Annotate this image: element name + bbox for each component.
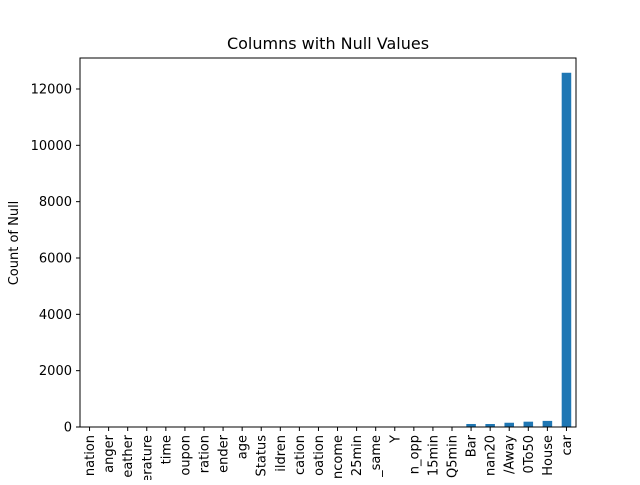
x-tick-label-17: n_opp	[407, 435, 422, 474]
y-tick-label-0: 0	[64, 421, 72, 436]
x-tick-label-12: oation	[312, 435, 327, 476]
y-tick-label-5: 10000	[31, 139, 72, 154]
bar-20	[466, 423, 476, 427]
x-tick-label-5: oupon	[178, 435, 193, 476]
x-tick-label-19: Q5min	[446, 435, 461, 478]
x-tick-label-1: anger	[102, 434, 117, 472]
x-tick-label-18: 15min	[426, 435, 441, 476]
y-axis-label: Count of Null	[7, 201, 22, 286]
x-tick-label-2: eather	[121, 434, 136, 477]
x-tick-label-6: ration	[198, 435, 213, 473]
chart-title: Columns with Null Values	[227, 34, 429, 53]
x-tick-label-0: nation	[83, 435, 98, 476]
y-tick-label-3: 6000	[39, 251, 72, 266]
x-tick-label-23: 0To50	[522, 435, 537, 474]
x-tick-label-25: car	[560, 434, 575, 455]
x-tick-label-14: 25min	[350, 435, 365, 476]
x-tick-label-21: nan20	[484, 435, 499, 476]
bar-24	[542, 420, 553, 427]
y-tick-label-4: 8000	[39, 195, 72, 210]
x-tick-label-4: time	[159, 435, 174, 464]
bar-22	[504, 422, 514, 427]
x-tick-label-13: ncome	[331, 435, 346, 479]
x-tick-label-9: Status	[255, 435, 270, 477]
x-tick-label-15: _same	[369, 435, 384, 478]
x-tick-label-7: ender	[217, 434, 232, 472]
y-tick-label-6: 12000	[31, 82, 72, 97]
bar-23	[523, 421, 534, 427]
x-tick-label-22: /Away	[503, 435, 518, 474]
bar-21	[485, 424, 495, 427]
x-tick-label-3: erature	[140, 435, 155, 480]
plot-frame	[79, 57, 577, 428]
y-tick-label-1: 2000	[39, 364, 72, 379]
y-tick-label-2: 4000	[39, 308, 72, 323]
x-tick-label-8: age	[236, 435, 251, 459]
bar-25	[561, 72, 572, 427]
x-tick-label-10: ildren	[274, 435, 289, 472]
x-tick-label-16: Y	[388, 435, 403, 444]
x-tick-label-11: cation	[293, 435, 308, 475]
x-tick-label-24: House	[541, 435, 556, 476]
plot-area: 0 2000 4000 6000 8000 10000 12000 nation anger ea…	[31, 57, 577, 483]
x-tick-label-20: Bar	[465, 434, 480, 457]
